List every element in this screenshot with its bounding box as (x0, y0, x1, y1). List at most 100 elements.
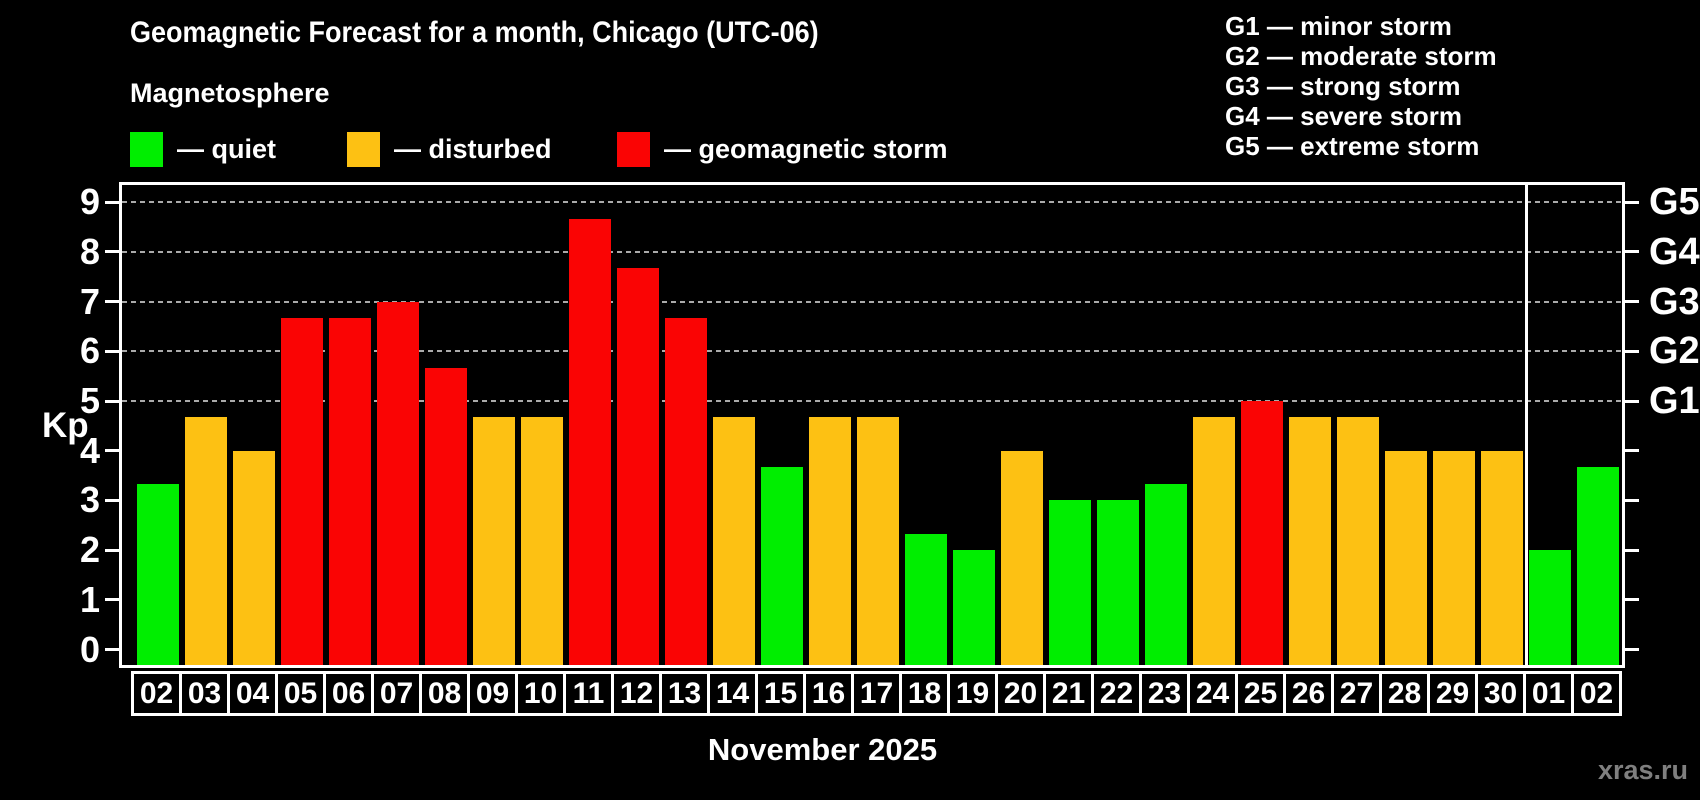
chart-title: Geomagnetic Forecast for a month, Chicag… (130, 16, 819, 49)
kp-bar-day-25 (1241, 401, 1283, 665)
day-cell-nov-16: 16 (803, 671, 854, 716)
g-scale-label-G1: G1 (1649, 380, 1700, 422)
kp-bar-day-19 (953, 550, 995, 665)
day-cell-nov-09: 09 (467, 671, 518, 716)
y-tick-right-2 (1625, 548, 1639, 552)
y-tick-left-1 (105, 598, 119, 602)
kp-bar-day-15 (761, 467, 803, 665)
kp-bar-day-07 (377, 301, 419, 665)
day-cell-nov-25: 25 (1235, 671, 1286, 716)
y-tick-label-1: 1 (79, 578, 100, 620)
y-tick-right-0 (1625, 648, 1639, 651)
day-cell-nov-06: 06 (323, 671, 374, 716)
storm-scale-legend-item: G5 — extreme storm (1225, 131, 1480, 161)
kp-bar-day-23 (1145, 483, 1187, 665)
kp-bar-day-22 (1097, 500, 1139, 665)
day-cell-dec-02: 02 (1571, 671, 1622, 716)
y-tick-left-5 (105, 399, 119, 403)
legend-item-quiet: — quiet (130, 130, 276, 168)
chart-subtitle: Magnetosphere (130, 78, 330, 108)
day-cell-nov-19: 19 (947, 671, 998, 716)
kp-bar-day-09 (473, 417, 515, 665)
day-cell-nov-21: 21 (1043, 671, 1094, 716)
day-cell-nov-24: 24 (1187, 671, 1238, 716)
kp-bar-day-06 (329, 318, 371, 665)
kp-bar-day-02 (1577, 467, 1619, 665)
y-tick-right-3 (1625, 498, 1639, 502)
kp-bar-day-27 (1337, 417, 1379, 665)
y-tick-left-2 (105, 548, 119, 552)
y-tick-right-1 (1625, 598, 1639, 602)
kp-bar-day-05 (281, 318, 323, 665)
kp-bar-day-01 (1529, 550, 1571, 665)
kp-bar-day-10 (521, 417, 563, 665)
y-tick-label-0: 0 (79, 628, 100, 670)
y-tick-right-7 (1625, 300, 1639, 304)
gridline-kp7 (122, 300, 1622, 303)
y-tick-label-6: 6 (79, 330, 100, 372)
kp-bar-day-21 (1049, 500, 1091, 665)
day-cell-nov-22: 22 (1091, 671, 1142, 716)
month-separator (1524, 185, 1528, 665)
kp-bar-day-08 (425, 367, 467, 665)
y-axis-title: Kp (42, 406, 89, 445)
y-tick-label-3: 3 (79, 479, 100, 521)
y-tick-left-0 (105, 648, 119, 651)
day-cell-nov-18: 18 (899, 671, 950, 716)
kp-bar-day-12 (617, 268, 659, 665)
day-cell-nov-29: 29 (1427, 671, 1478, 716)
kp-bar-day-28 (1385, 450, 1427, 665)
y-tick-left-8 (105, 250, 119, 254)
legend-label-disturbed: — disturbed (394, 133, 552, 164)
kp-bar-day-18 (905, 533, 947, 665)
legend-item-storm: — geomagnetic storm (617, 130, 948, 168)
kp-bar-day-16 (809, 417, 851, 665)
day-cell-nov-12: 12 (611, 671, 662, 716)
legend-label-storm: — geomagnetic storm (664, 133, 948, 164)
day-cell-nov-10: 10 (515, 671, 566, 716)
y-tick-right-8 (1625, 250, 1639, 254)
storm-scale-legend-item: G2 — moderate storm (1225, 41, 1497, 71)
kp-bar-day-20 (1001, 450, 1043, 665)
y-tick-right-5 (1625, 399, 1639, 403)
kp-bar-day-02 (137, 483, 179, 665)
day-cell-nov-03: 03 (179, 671, 230, 716)
legend-item-disturbed: — disturbed (347, 130, 552, 168)
day-cell-nov-07: 07 (371, 671, 422, 716)
g-scale-label-G4: G4 (1649, 230, 1700, 273)
kp-bar-day-03 (185, 417, 227, 665)
day-cell-nov-14: 14 (707, 671, 758, 716)
day-cell-nov-20: 20 (995, 671, 1046, 716)
storm-color-swatch (617, 131, 650, 167)
day-cell-nov-13: 13 (659, 671, 710, 716)
y-tick-label-5: 5 (79, 380, 100, 421)
kp-bar-day-17 (857, 417, 899, 665)
quiet-color-swatch (130, 131, 163, 167)
y-tick-label-4: 4 (79, 429, 100, 471)
g-scale-label-G2: G2 (1649, 330, 1700, 373)
y-tick-label-8: 8 (79, 230, 100, 272)
y-tick-left-4 (105, 449, 119, 453)
storm-scale-legend: G1 — minor storm G2 — moderate storm G3 — … (1225, 11, 1497, 161)
storm-scale-legend-item: G1 — minor storm (1225, 11, 1452, 41)
kp-bar-day-29 (1433, 450, 1475, 665)
kp-bar-day-13 (665, 318, 707, 665)
storm-scale-legend-item: G3 — strong storm (1225, 71, 1461, 101)
day-cell-dec-01: 01 (1523, 671, 1574, 716)
day-cell-nov-28: 28 (1379, 671, 1430, 716)
y-tick-label-2: 2 (79, 529, 100, 571)
kp-bar-day-04 (233, 450, 275, 665)
day-cell-nov-15: 15 (755, 671, 806, 716)
gridline-kp6 (122, 350, 1622, 353)
y-tick-right-6 (1625, 349, 1639, 353)
y-tick-left-6 (105, 349, 119, 353)
storm-scale-legend-item: G4 — severe storm (1225, 101, 1463, 131)
y-tick-right-9 (1625, 200, 1639, 204)
kp-bar-day-24 (1193, 417, 1235, 665)
kp-bar-day-14 (713, 417, 755, 665)
y-tick-right-4 (1625, 449, 1639, 453)
day-cell-nov-02: 02 (131, 671, 182, 716)
kp-bar-day-11 (569, 218, 611, 665)
legend-label-quiet: — quiet (177, 133, 276, 164)
